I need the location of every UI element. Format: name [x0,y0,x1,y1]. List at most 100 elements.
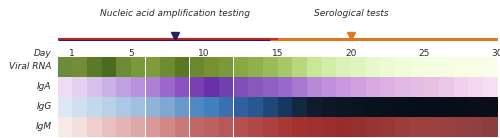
Bar [116,117,131,137]
Bar [395,57,409,77]
Bar [468,57,483,77]
Text: IgG: IgG [36,102,52,111]
Bar [263,57,278,77]
Bar [248,77,263,97]
Bar [234,57,248,77]
Bar [395,117,409,137]
Bar [424,117,439,137]
Bar [87,77,102,97]
Bar [483,97,498,117]
Bar [219,117,234,137]
Bar [292,97,307,117]
Bar [116,77,131,97]
Bar [307,77,322,97]
Bar [322,57,336,77]
Bar [72,77,87,97]
Text: 15: 15 [272,49,283,58]
Bar [278,77,292,97]
Text: 20: 20 [345,49,356,58]
Bar [454,77,468,97]
Bar [190,97,204,117]
Bar [454,97,468,117]
Text: 5: 5 [128,49,134,58]
Bar [380,117,395,137]
Bar [454,57,468,77]
Bar [307,97,322,117]
Bar [175,117,190,137]
Bar [58,117,72,137]
Bar [248,97,263,117]
Bar [146,77,160,97]
Bar [410,97,424,117]
Bar [483,77,498,97]
Bar [351,77,366,97]
Bar [102,57,116,77]
Bar [204,77,219,97]
Bar [72,97,87,117]
Bar [278,97,292,117]
Bar [72,117,87,137]
Bar [380,97,395,117]
Bar [116,57,131,77]
Bar [424,77,439,97]
Bar [219,77,234,97]
Bar [424,57,439,77]
Bar [263,97,278,117]
Bar [336,57,351,77]
Bar [351,57,366,77]
Text: 1: 1 [70,49,75,58]
Bar [234,97,248,117]
Bar [366,97,380,117]
Bar [380,57,395,77]
Text: 10: 10 [198,49,210,58]
Bar [116,97,131,117]
Bar [234,117,248,137]
Bar [351,117,366,137]
Bar [366,77,380,97]
Bar [219,57,234,77]
Text: 30: 30 [492,49,500,58]
Bar [439,77,454,97]
Bar [263,117,278,137]
Bar [366,57,380,77]
Bar [292,57,307,77]
Bar [292,117,307,137]
Bar [322,77,336,97]
Bar [439,117,454,137]
Bar [58,97,72,117]
Bar [351,97,366,117]
Bar [131,97,146,117]
Bar [424,97,439,117]
Bar [87,57,102,77]
Bar [146,97,160,117]
Bar [439,97,454,117]
Text: 25: 25 [418,49,430,58]
Bar [263,77,278,97]
Bar [131,57,146,77]
Bar [292,77,307,97]
Bar [204,97,219,117]
Bar [307,117,322,137]
Bar [160,57,175,77]
Text: Day: Day [34,49,52,58]
Text: Viral RNA: Viral RNA [10,62,51,71]
Bar [160,97,175,117]
Bar [483,57,498,77]
Bar [439,57,454,77]
Bar [468,77,483,97]
Bar [204,57,219,77]
Bar [410,117,424,137]
Bar [483,117,498,137]
Bar [146,117,160,137]
Bar [190,77,204,97]
Text: Nucleic acid amplification testing: Nucleic acid amplification testing [100,9,250,18]
Bar [102,117,116,137]
Bar [102,77,116,97]
Bar [410,57,424,77]
Bar [380,77,395,97]
Bar [131,77,146,97]
Bar [278,57,292,77]
Bar [175,77,190,97]
Bar [87,117,102,137]
Bar [322,117,336,137]
